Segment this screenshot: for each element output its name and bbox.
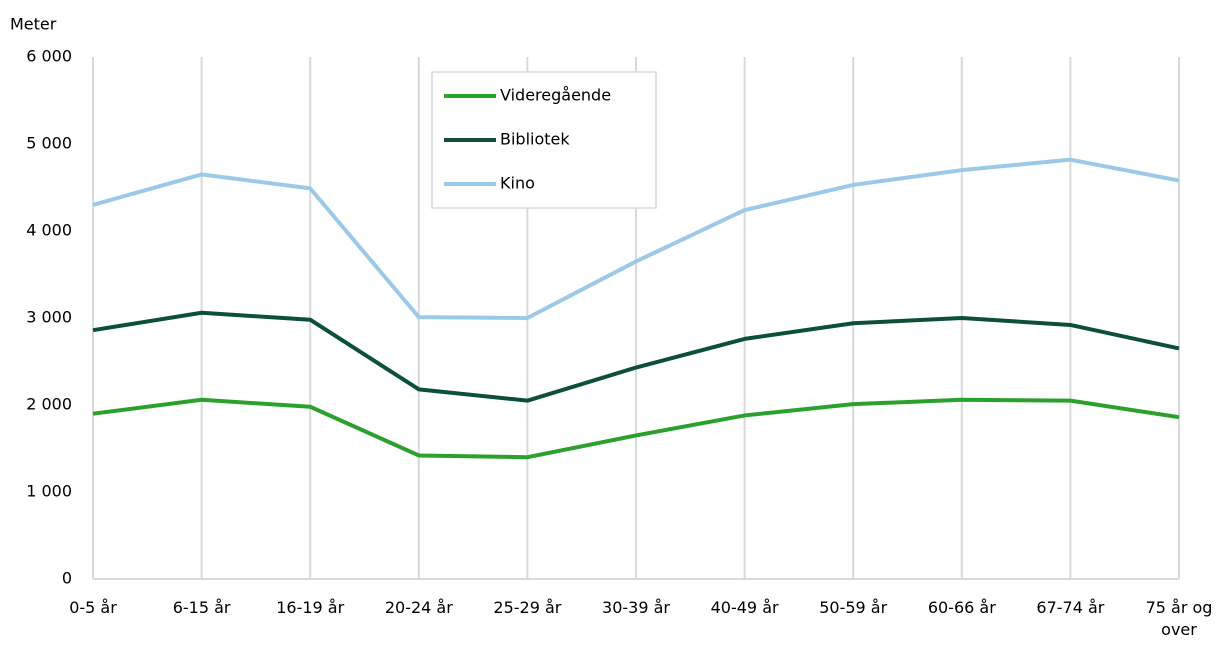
x-tick-label: 50-59 år <box>819 598 888 617</box>
y-tick-label: 0 <box>62 569 72 588</box>
x-tick-label: 75 år og over <box>1145 598 1213 639</box>
series-line <box>92 310 1180 403</box>
y-tick-label: 1 000 <box>26 482 72 501</box>
legend-label: Bibliotek <box>500 130 570 149</box>
x-tick-label: 30-39 år <box>602 598 670 617</box>
x-tick-label: 16-19 år <box>276 598 345 617</box>
y-tick-label: 3 000 <box>26 308 72 327</box>
y-tick-label: 5 000 <box>26 134 72 153</box>
y-axis-label: Meter <box>10 15 57 34</box>
y-tick-label: 2 000 <box>26 395 72 414</box>
y-tick-label: 6 000 <box>26 47 72 66</box>
legend-label: Videregående <box>500 86 611 105</box>
x-tick-label: 60-66 år <box>927 598 996 617</box>
x-tick-label: 40-49 år <box>710 598 779 617</box>
x-tick-label: 25-29 år <box>493 598 562 617</box>
x-tick-label: 20-24 år <box>384 598 453 617</box>
x-tick-label: 6-15 år <box>172 598 231 617</box>
y-tick-label: 4 000 <box>26 221 72 240</box>
legend-label: Kino <box>500 174 535 193</box>
series-line <box>92 397 1180 460</box>
x-tick-label: 0-5 år <box>69 598 117 617</box>
x-tick-label: 67-74 år <box>1036 598 1105 617</box>
series-line <box>92 157 1180 320</box>
